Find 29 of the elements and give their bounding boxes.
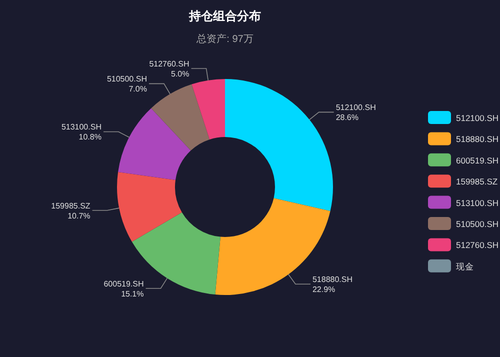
legend-label: 512760.SH [456,240,499,250]
data-label: 15.1% [121,289,144,298]
donut-slice [225,79,333,212]
data-label: 28.6% [336,113,359,122]
slice-label: 513100.SH [61,122,102,132]
legend-label: 518880.SH [456,134,499,144]
slice-label: 600519.SH [104,279,144,288]
legend-label: 现金 [456,261,474,272]
donut-slice [118,108,191,180]
slice-label: 159985.SZ [51,201,90,210]
data-label: 22.9% [312,285,336,294]
donut-slice [151,84,210,151]
legend-label: 512100.SH [456,113,499,123]
legend-label: 600519.SH [456,155,499,166]
slice-label: 518880.SH [312,275,353,284]
slice-label: 510500.SH [106,74,148,84]
data-label: 10.7% [68,211,90,220]
slice-label: 512100.SH [336,103,376,112]
chart-subtitle: 总资产: 97万 [196,33,254,45]
donut-slice [117,172,182,242]
legend-label: 159985.SZ [456,176,498,187]
data-label: 7.0% [128,84,147,94]
donut-slice [192,79,225,140]
chart-title: 持仓组合分布 [188,9,261,23]
legend-label: 510500.SH [456,219,499,229]
slice-label: 512760.SH [149,59,190,68]
data-label: 10.8% [78,132,102,142]
data-label: 5.0% [171,69,190,78]
legend-label: 513100.SH [456,198,499,208]
